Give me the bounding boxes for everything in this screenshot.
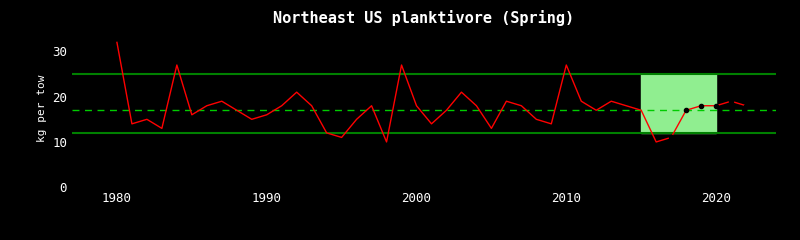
Bar — [641, 74, 716, 133]
Title: Northeast US planktivore (Spring): Northeast US planktivore (Spring) — [274, 10, 574, 26]
Y-axis label: kg per tow: kg per tow — [37, 74, 46, 142]
